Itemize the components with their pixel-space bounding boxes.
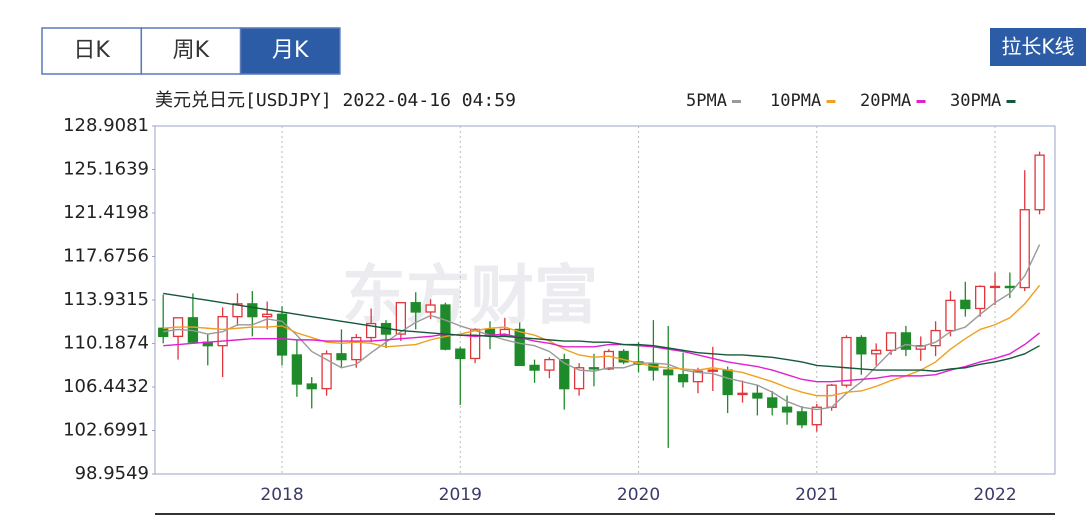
candle-body [885, 332, 897, 351]
candle-body [975, 285, 986, 310]
candle-body [366, 322, 377, 339]
candle-body [247, 303, 258, 318]
candle-body [559, 358, 570, 390]
stretch-button-label[interactable]: 拉长K线 [1001, 35, 1074, 59]
candle-body [930, 329, 941, 347]
candle-body [692, 370, 704, 383]
candle-body [158, 327, 169, 338]
tab[interactable] [239, 27, 341, 75]
legend-label: 30PMA [950, 91, 1001, 111]
tab-label[interactable]: 月K [272, 38, 309, 63]
y-tick-label: 98.9549 [75, 463, 149, 484]
candle-body [544, 358, 555, 371]
y-tick-label: 113.9315 [63, 289, 149, 310]
candle-body [276, 313, 288, 356]
candle-body [321, 353, 332, 390]
chart-title: 美元兑日元[USDJPY] 2022-04-16 04:59 [155, 90, 516, 111]
candle-body [588, 367, 600, 370]
candle-body [1004, 285, 1016, 289]
candle-body [425, 304, 436, 313]
candle-body [737, 392, 748, 396]
candle-body [440, 304, 451, 350]
legend-label: 20PMA [860, 91, 911, 111]
tab-label[interactable]: 日K [73, 38, 110, 63]
candle-body [514, 328, 525, 367]
x-tick-label: 2022 [973, 485, 1016, 505]
candle-body [1019, 209, 1030, 289]
tab[interactable] [140, 27, 242, 75]
x-tick-label: 2018 [260, 485, 303, 505]
candle-body [603, 350, 614, 370]
candle-body [722, 369, 733, 396]
candle-body [960, 299, 971, 310]
candle-body [767, 397, 778, 408]
y-tick-label: 110.1874 [63, 332, 149, 353]
legend-label: 10PMA [770, 91, 821, 111]
candle-body [499, 328, 510, 336]
y-tick-label: 106.4432 [63, 376, 149, 397]
candle-body [781, 406, 793, 413]
candle-body [752, 392, 763, 399]
y-tick-label: 102.6991 [63, 419, 149, 440]
candle-body [677, 374, 689, 383]
tab-label[interactable]: 周K [173, 38, 210, 63]
x-tick-label: 2021 [795, 485, 838, 505]
candle-body [573, 367, 585, 390]
ma-line [163, 292, 1040, 372]
legend-swatch [1006, 100, 1016, 103]
candle-body [841, 336, 852, 386]
y-tick-label: 128.9081 [63, 115, 149, 136]
candle-body [455, 348, 466, 360]
candle-body [856, 336, 867, 355]
legend-swatch [732, 100, 741, 103]
legend-swatch [826, 100, 836, 103]
candle-body [232, 303, 243, 318]
y-tick-label: 121.4198 [63, 202, 149, 223]
candle-body [306, 383, 317, 390]
ma-line [163, 332, 1041, 383]
candle-body [707, 369, 718, 372]
y-tick-label: 117.6756 [63, 246, 149, 267]
watermark: 东方财富 [342, 260, 598, 334]
candle-body [900, 332, 912, 350]
x-tick-label: 2020 [617, 485, 660, 505]
candle-body [1034, 154, 1045, 211]
candle-body [871, 349, 882, 355]
ma-line [163, 284, 1041, 397]
candle-body [618, 350, 629, 363]
candle-body [410, 302, 421, 313]
ma-line [163, 244, 1041, 411]
candle-body [529, 364, 540, 371]
legend-swatch [916, 100, 926, 103]
candle-body [469, 328, 481, 360]
candle-body [796, 411, 808, 426]
candle-body [262, 313, 273, 318]
candle-body [395, 302, 407, 335]
candle-body [663, 369, 674, 376]
stretch-button[interactable] [990, 28, 1086, 66]
legend-label: 5PMA [686, 91, 727, 111]
candle-body [945, 299, 956, 332]
x-tick-label: 2019 [439, 485, 482, 505]
candle-body [291, 354, 303, 385]
tab[interactable] [41, 27, 143, 75]
y-tick-label: 125.1639 [63, 159, 149, 180]
candle-body [989, 285, 1001, 289]
candle-body [336, 353, 347, 361]
candle-body [351, 336, 362, 361]
candle-body [811, 406, 822, 426]
